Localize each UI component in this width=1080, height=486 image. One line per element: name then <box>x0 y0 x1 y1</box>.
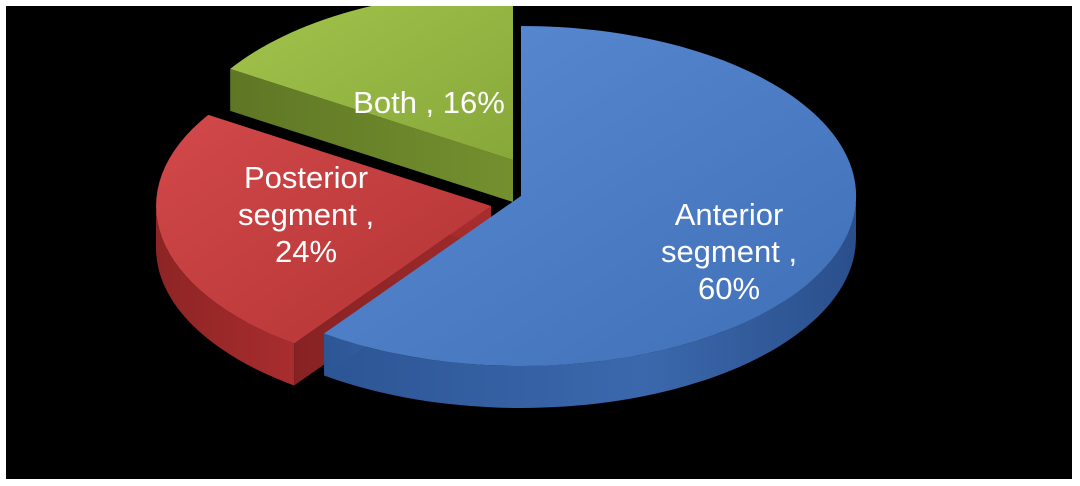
pie-slice-side-anterior <box>324 196 857 408</box>
pie-slice-anterior <box>324 25 857 408</box>
slice-label-line: segment , <box>237 197 375 232</box>
slice-label-both: Both , 16% <box>324 84 534 121</box>
slice-label-line: Both , 16% <box>353 85 505 120</box>
pie-slice-cut-both <box>230 68 513 203</box>
pie-slice-top-posterior <box>156 114 492 344</box>
pie-slice-top-anterior <box>324 25 857 366</box>
slice-label-line: 60% <box>697 271 761 306</box>
chart-area: Anterior segment , 60% Posterior segment… <box>6 6 1072 479</box>
pie-slice-top-both <box>230 6 513 160</box>
pie-slice-side-posterior <box>156 206 295 386</box>
slice-label-line: segment , <box>660 234 798 269</box>
slice-label-line: Anterior <box>674 197 784 232</box>
pie-slice-both <box>230 6 513 203</box>
pie-chart <box>156 6 857 408</box>
slice-label-posterior: Posterior segment , 24% <box>211 159 401 270</box>
slice-label-anterior: Anterior segment , 60% <box>634 196 824 307</box>
slice-label-line: 24% <box>274 234 338 269</box>
slice-label-line: Posterior <box>243 160 369 195</box>
